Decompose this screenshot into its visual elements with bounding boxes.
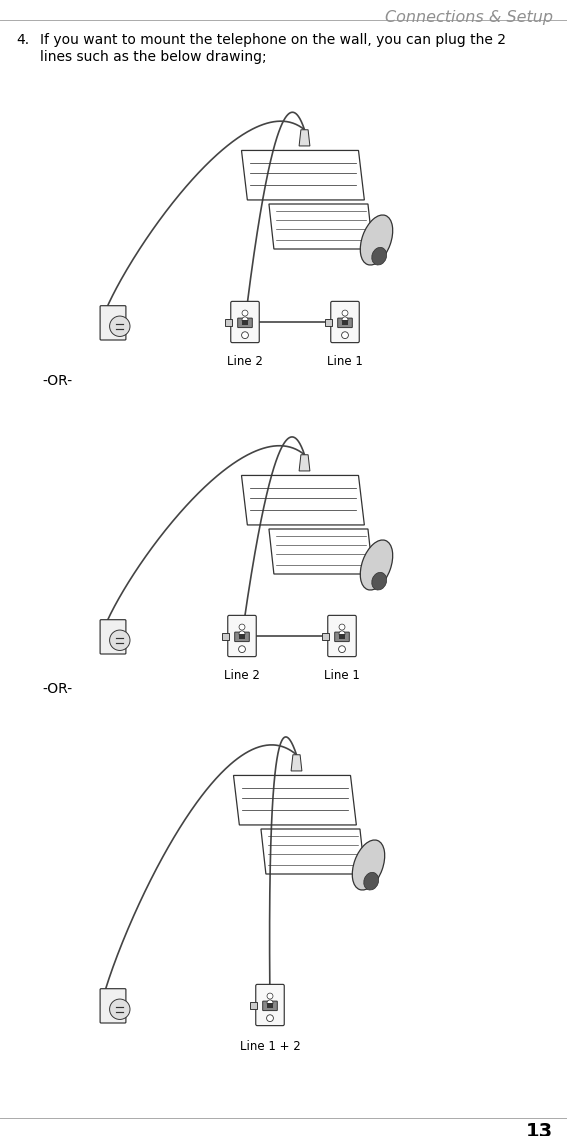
FancyBboxPatch shape bbox=[238, 318, 252, 327]
Circle shape bbox=[267, 1000, 273, 1005]
Bar bbox=[243, 320, 248, 325]
FancyBboxPatch shape bbox=[328, 616, 356, 657]
Circle shape bbox=[109, 630, 130, 651]
Circle shape bbox=[339, 630, 345, 637]
Bar bbox=[342, 320, 348, 325]
Text: Line 2: Line 2 bbox=[227, 354, 263, 368]
Bar bbox=[239, 634, 244, 640]
FancyBboxPatch shape bbox=[228, 616, 256, 657]
FancyBboxPatch shape bbox=[100, 306, 126, 340]
Text: -OR-: -OR- bbox=[42, 374, 72, 389]
Circle shape bbox=[242, 310, 248, 316]
Circle shape bbox=[109, 316, 130, 336]
Text: -OR-: -OR- bbox=[42, 682, 72, 696]
Ellipse shape bbox=[372, 573, 387, 590]
Text: 13: 13 bbox=[526, 1122, 553, 1136]
Ellipse shape bbox=[372, 248, 387, 265]
Bar bbox=[323, 634, 329, 641]
Bar bbox=[226, 319, 232, 326]
FancyBboxPatch shape bbox=[100, 620, 126, 654]
Circle shape bbox=[339, 624, 345, 630]
Text: Line 1: Line 1 bbox=[324, 669, 360, 682]
Circle shape bbox=[266, 1014, 273, 1021]
FancyBboxPatch shape bbox=[263, 1001, 277, 1011]
Circle shape bbox=[341, 332, 348, 339]
FancyBboxPatch shape bbox=[335, 632, 349, 642]
Ellipse shape bbox=[364, 872, 379, 889]
Bar bbox=[222, 634, 229, 641]
FancyBboxPatch shape bbox=[256, 985, 284, 1026]
Polygon shape bbox=[299, 454, 310, 471]
FancyBboxPatch shape bbox=[331, 301, 359, 343]
Bar bbox=[325, 319, 332, 326]
Text: Line 1 + 2: Line 1 + 2 bbox=[240, 1039, 301, 1053]
Bar bbox=[340, 634, 345, 640]
Circle shape bbox=[239, 645, 246, 652]
Circle shape bbox=[109, 999, 130, 1019]
Text: Line 1: Line 1 bbox=[327, 354, 363, 368]
Text: Line 2: Line 2 bbox=[224, 669, 260, 682]
Circle shape bbox=[242, 332, 248, 339]
Circle shape bbox=[267, 993, 273, 999]
Circle shape bbox=[342, 317, 348, 323]
Text: If you want to mount the telephone on the wall, you can plug the 2: If you want to mount the telephone on th… bbox=[40, 33, 506, 47]
Text: lines such as the below drawing;: lines such as the below drawing; bbox=[40, 50, 266, 64]
Polygon shape bbox=[299, 130, 310, 145]
Text: Connections & Setup: Connections & Setup bbox=[385, 10, 553, 25]
Bar bbox=[251, 1002, 257, 1009]
Bar bbox=[268, 1003, 273, 1009]
FancyBboxPatch shape bbox=[338, 318, 352, 327]
Ellipse shape bbox=[360, 215, 393, 265]
FancyBboxPatch shape bbox=[231, 301, 259, 343]
Ellipse shape bbox=[360, 540, 393, 590]
Circle shape bbox=[239, 624, 245, 630]
Circle shape bbox=[242, 317, 248, 323]
Circle shape bbox=[338, 645, 345, 652]
FancyBboxPatch shape bbox=[100, 988, 126, 1024]
Circle shape bbox=[239, 630, 245, 637]
Text: 4.: 4. bbox=[16, 33, 29, 47]
Polygon shape bbox=[291, 754, 302, 771]
Ellipse shape bbox=[352, 840, 385, 889]
FancyBboxPatch shape bbox=[235, 632, 249, 642]
Circle shape bbox=[342, 310, 348, 316]
